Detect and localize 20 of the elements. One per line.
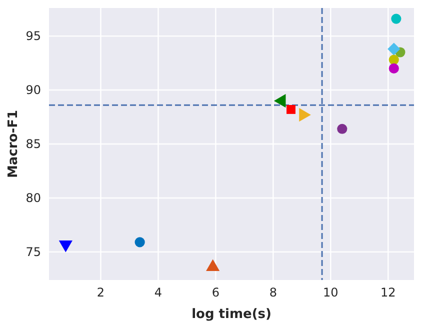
- y-axis-title: Macro-F1: [6, 110, 21, 178]
- y-tick-label: 85: [26, 136, 41, 151]
- x-tick-label: 10: [323, 286, 338, 300]
- y-tick-label: 95: [26, 28, 41, 43]
- y-tick-label: 75: [26, 244, 41, 259]
- x-axis-title: log time(s): [192, 307, 272, 322]
- point: [388, 42, 400, 56]
- x-tick-label: 12: [380, 286, 396, 300]
- point: [337, 124, 348, 134]
- point: [391, 14, 402, 24]
- point: [388, 54, 399, 65]
- point: [286, 104, 296, 114]
- y-tick-label: 80: [26, 190, 41, 205]
- x-tick-label: 8: [269, 286, 277, 300]
- x-tick-label: 4: [154, 286, 162, 300]
- point: [134, 237, 145, 248]
- x-tick-label: 2: [96, 286, 105, 300]
- point: [388, 63, 399, 74]
- y-tick-label: 90: [26, 82, 41, 97]
- x-tick-label: 6: [212, 286, 220, 300]
